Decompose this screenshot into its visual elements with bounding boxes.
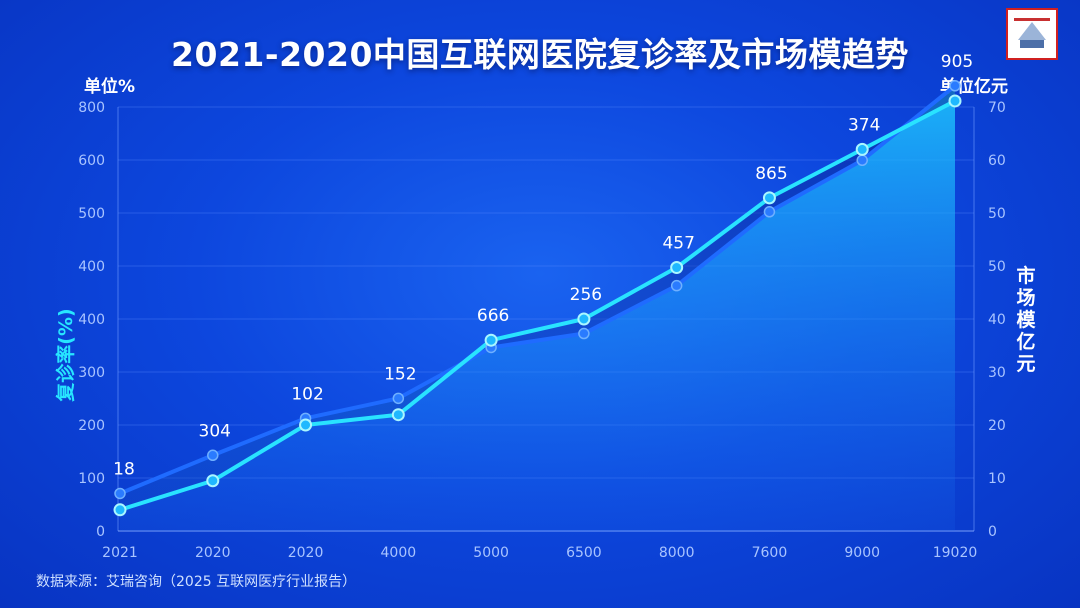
data-label: 374 [848,115,880,135]
data-point-market [392,392,405,405]
y-left-tick-label: 0 [96,524,105,540]
data-point-rate [577,312,591,326]
y-right-tick-label: 40 [988,312,1006,328]
y-left-tick-label: 600 [78,153,105,169]
x-tick-label: 2020 [195,545,231,561]
y-left-tick-label: 200 [78,418,105,434]
data-label: 865 [755,164,787,184]
data-point-market [856,154,868,167]
y-left-tick-label: 100 [78,471,105,487]
x-tick-label: 19020 [933,545,978,561]
data-point-market [670,279,683,292]
y-right-tick-label: 0 [988,524,997,540]
y-left-tick-label: 400 [78,312,105,328]
y-left-tick-label: 400 [78,259,105,275]
x-tick-label: 2020 [288,545,324,561]
data-point-rate [670,261,684,275]
data-label: 102 [291,384,323,404]
data-point-market [763,206,776,218]
y-right-tick-label: 30 [988,365,1006,381]
x-tick-label: 2021 [102,545,138,561]
y-right-tick-label: 50 [988,206,1006,222]
x-tick-label: 7600 [752,545,788,561]
y-right-tick-label: 60 [988,153,1006,169]
y-left-tick-label: 300 [78,365,105,381]
x-tick-label: 4000 [381,545,417,561]
data-point-market [949,80,961,92]
y-left-tick-label: 800 [78,100,105,116]
data-label: 152 [384,364,416,384]
area-fill [120,85,955,532]
data-point-rate [484,333,498,347]
data-point-market [207,449,219,462]
y-right-tick-label: 50 [988,259,1006,275]
y-left-tick-label: 500 [78,206,105,222]
data-label: 18 [113,459,135,479]
y-right-tick-label: 20 [988,418,1006,434]
data-point-rate [855,142,869,156]
chart-title: 2021-2020中国互联网医院复诊率及市场模趋势 [171,35,909,74]
data-point-rate [948,94,962,108]
data-source-note: 数据来源：艾瑞咨询（2025 互联网医疗行业报告） [36,574,357,590]
data-point-rate [206,474,220,488]
left-axis-title: 复诊率(%) [54,308,77,402]
y-right-tick-label: 70 [988,100,1006,116]
logo-icon [1006,8,1058,60]
data-label: 666 [477,306,509,326]
series-band [120,85,955,510]
data-label: 304 [199,421,231,441]
x-tick-label: 6500 [566,545,602,561]
data-point-rate [391,408,405,422]
data-point-rate [113,503,127,517]
series-line-rate [119,99,956,512]
x-tick-label: 5000 [473,545,509,561]
data-point-rate [762,191,776,205]
y-right-tick-label: 10 [988,471,1006,487]
data-label: 905 [941,52,973,72]
x-tick-label: 8000 [659,545,695,561]
data-point-market [578,327,590,340]
data-label: 457 [662,234,694,254]
right-axis-title: 市场模亿元 [1016,264,1036,375]
series-line-market [119,84,957,496]
x-tick-label: 9000 [844,545,880,561]
data-point-rate [299,418,313,432]
left-unit-label: 单位% [84,77,136,97]
data-label: 256 [570,285,602,305]
data-point-market [114,487,126,500]
